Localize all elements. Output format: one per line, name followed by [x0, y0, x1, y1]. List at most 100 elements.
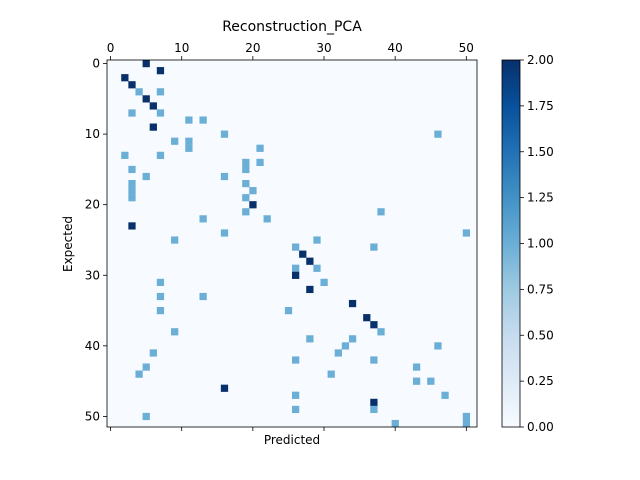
- heatmap-cell: [128, 187, 136, 195]
- heatmap-cell: [306, 285, 314, 294]
- heatmap-cell: [220, 172, 229, 181]
- heatmap-cell: [434, 342, 442, 350]
- y-tick-label: 30: [85, 268, 100, 282]
- heatmap-cell: [249, 187, 257, 195]
- heatmap-cell: [156, 88, 165, 96]
- heatmap-cell: [363, 314, 371, 322]
- heatmap-cell: [156, 292, 165, 301]
- heatmap-cell: [128, 194, 136, 202]
- heatmap-cell: [128, 179, 136, 188]
- heatmap-cell: [441, 391, 449, 399]
- heatmap-cell: [156, 307, 165, 315]
- colorbar-tick-label: 1.00: [527, 237, 554, 251]
- colorbar: 0.00 0.25 0.50 0.75 1.00 1.25 1.50 1.75 2.00: [501, 53, 554, 434]
- heatmap-cell: [242, 179, 250, 188]
- x-tick-label: 30: [316, 41, 331, 55]
- colorbar-gradient: [501, 59, 521, 428]
- heatmap-cell: [220, 384, 229, 392]
- heatmap-cell: [256, 158, 264, 167]
- heatmap-cell: [348, 335, 357, 343]
- heatmap-cell: [121, 74, 129, 82]
- heatmap-cell: [370, 356, 378, 364]
- heatmap-cell: [313, 236, 321, 244]
- heatmap-cell: [313, 264, 321, 272]
- heatmap-cell: [306, 257, 314, 265]
- heatmap-cell: [377, 328, 385, 336]
- heatmap-cell: [242, 208, 250, 216]
- x-tick-label: 40: [388, 41, 403, 55]
- heatmap-cell: [142, 363, 150, 371]
- heatmap-cell: [142, 60, 150, 68]
- heatmap-cell: [149, 349, 157, 357]
- heatmap-cell: [292, 405, 300, 414]
- heatmap-cell: [434, 130, 442, 138]
- heatmap-cell: [242, 165, 250, 174]
- heatmap-cell: [171, 328, 179, 336]
- colorbar-tick-label: 1.25: [527, 191, 554, 205]
- heatmap-cell: [156, 151, 165, 159]
- heatmap-cell: [121, 151, 129, 159]
- chart-title: Reconstruction_PCA: [222, 19, 362, 35]
- heatmap-cell: [412, 363, 421, 371]
- heatmap-cell: [142, 412, 150, 421]
- heatmap-cell: [156, 109, 165, 117]
- colorbar-tick-label: 0.50: [527, 328, 554, 342]
- plot-frame: [106, 59, 478, 428]
- heatmap-cell: [327, 370, 335, 378]
- heatmap-cell: [377, 208, 385, 216]
- heatmap-cell: [171, 236, 179, 244]
- y-axis-label: Expected: [61, 216, 75, 272]
- y-tick-label: 0: [92, 57, 100, 71]
- heatmap-cell: [292, 391, 300, 399]
- heatmap-cell: [242, 158, 250, 167]
- heatmap-cell: [142, 172, 150, 181]
- heatmap-cell: [128, 222, 136, 230]
- heatmap-cell: [292, 243, 300, 251]
- heatmap-cell: [292, 264, 300, 272]
- colorbar-tick-label: 1.75: [527, 99, 554, 113]
- heatmap-cell: [462, 229, 471, 237]
- x-tick-label: 0: [107, 41, 115, 55]
- heatmap-cell: [149, 123, 157, 131]
- heatmap-cell: [199, 292, 207, 301]
- heatmap-cell: [292, 356, 300, 364]
- colorbar-tick-label: 0.25: [527, 374, 554, 388]
- heatmap-cell: [199, 215, 207, 223]
- heatmap-cell: [292, 271, 300, 279]
- heatmap-cell: [391, 419, 399, 428]
- heatmap-cell: [220, 229, 229, 237]
- x-tick-label: 20: [245, 41, 260, 55]
- heatmap-cell: [156, 278, 165, 286]
- colorbar-tick-label: 1.50: [527, 145, 554, 159]
- heatmap-cell: [149, 102, 157, 110]
- y-tick-label: 10: [85, 127, 100, 141]
- heatmap-cell: [334, 349, 342, 357]
- heatmap-cell: [220, 130, 229, 138]
- heatmap-cell: [306, 335, 314, 343]
- y-tick-label: 50: [85, 409, 100, 423]
- heatmap-cell: [128, 109, 136, 117]
- heatmap-cell: [256, 144, 264, 152]
- heatmap-cell: [171, 137, 179, 145]
- x-axis-label: Predicted: [264, 433, 320, 447]
- heatmap-cell: [299, 250, 307, 258]
- heatmap-cell: [370, 243, 378, 251]
- heatmap-cell: [185, 116, 193, 124]
- heatmap-cell: [199, 116, 207, 124]
- heatmap-cell: [242, 194, 250, 202]
- y-tick-label: 40: [85, 339, 100, 353]
- heatmap-cell: [320, 278, 328, 286]
- heatmap-cell: [128, 165, 136, 174]
- heatmap-cell: [185, 144, 193, 152]
- colorbar-tick-label: 0.75: [527, 282, 554, 296]
- heatmap-cell: [462, 412, 471, 421]
- heatmap-cell: [348, 299, 357, 308]
- heatmap-cell: [462, 419, 471, 428]
- heatmap-cell: [412, 377, 421, 385]
- y-tick-label: 20: [85, 198, 100, 212]
- colorbar-tick-label: 0.00: [527, 420, 554, 434]
- heatmap-cell: [135, 88, 143, 96]
- heatmap-cell: [263, 215, 271, 223]
- colorbar-tick-label: 2.00: [527, 53, 554, 67]
